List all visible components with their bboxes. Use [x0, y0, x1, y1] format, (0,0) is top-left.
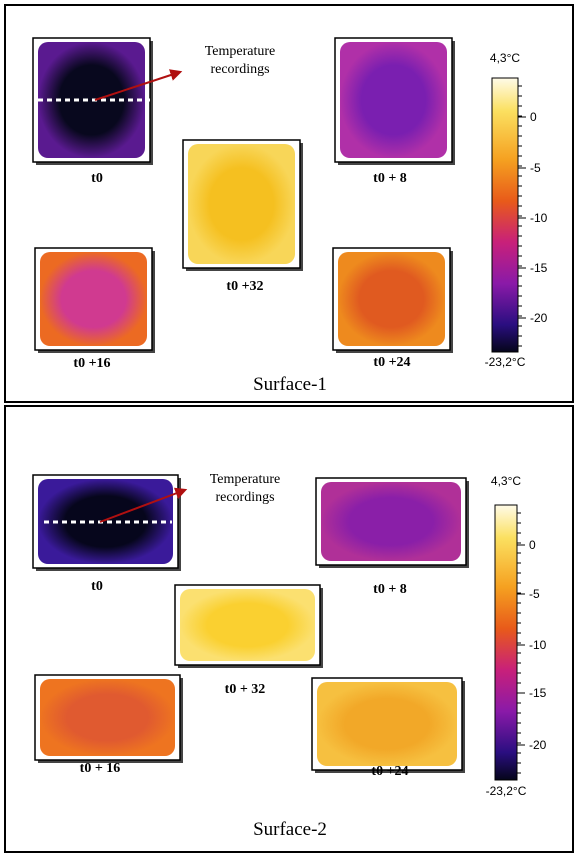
- colorbar-max: 4,3°C: [490, 51, 520, 65]
- thermal-image: [188, 144, 295, 264]
- colorbar-tick-label: -5: [530, 161, 541, 175]
- image-label: t0 + 8: [373, 582, 407, 597]
- colorbar-tick-label: -20: [530, 311, 548, 325]
- colorbar-tick-label: -15: [530, 261, 548, 275]
- colorbar-tick-label: -5: [529, 587, 540, 601]
- colorbar-min: -23,2°C: [486, 784, 527, 798]
- colorbar: [492, 78, 518, 352]
- image-label: t0: [91, 171, 103, 186]
- caption: Surface-2: [253, 819, 327, 840]
- image-label: t0 +24: [371, 764, 408, 779]
- image-label: t0 +16: [73, 356, 110, 371]
- thermal-image: [340, 42, 447, 158]
- colorbar-tick-label: -20: [529, 738, 547, 752]
- image-label: t0 + 16: [80, 761, 121, 776]
- colorbar-tick-label: -10: [530, 211, 548, 225]
- thermal-image: [180, 589, 315, 661]
- caption: Surface-1: [253, 374, 327, 395]
- annotation: Temperature: [205, 44, 276, 59]
- thermal-image: [317, 682, 457, 766]
- image-label: t0 + 32: [225, 682, 266, 697]
- colorbar-tick-label: -15: [529, 686, 547, 700]
- thermal-image: [40, 679, 175, 756]
- colorbar-tick-label: 0: [530, 110, 537, 124]
- thermal-image: [321, 482, 461, 561]
- thermal-image: [40, 252, 147, 346]
- annotation: recordings: [210, 62, 269, 77]
- thermal-image: [338, 252, 445, 346]
- colorbar-max: 4,3°C: [491, 474, 521, 488]
- colorbar: [495, 505, 517, 780]
- figure: t0 t0 + 8 t0 +32 t0 +16 t0 +24 Temperature rec…: [0, 0, 574, 855]
- image-label: t0 +32: [226, 279, 263, 294]
- colorbar-tick-label: -10: [529, 638, 547, 652]
- annotation: Temperature: [210, 472, 281, 487]
- image-label: t0 +24: [373, 355, 410, 370]
- image-label: t0 + 8: [373, 171, 407, 186]
- colorbar-min: -23,2°C: [485, 355, 526, 369]
- image-label: t0: [91, 579, 103, 594]
- colorbar-tick-label: 0: [529, 538, 536, 552]
- annotation: recordings: [215, 490, 274, 505]
